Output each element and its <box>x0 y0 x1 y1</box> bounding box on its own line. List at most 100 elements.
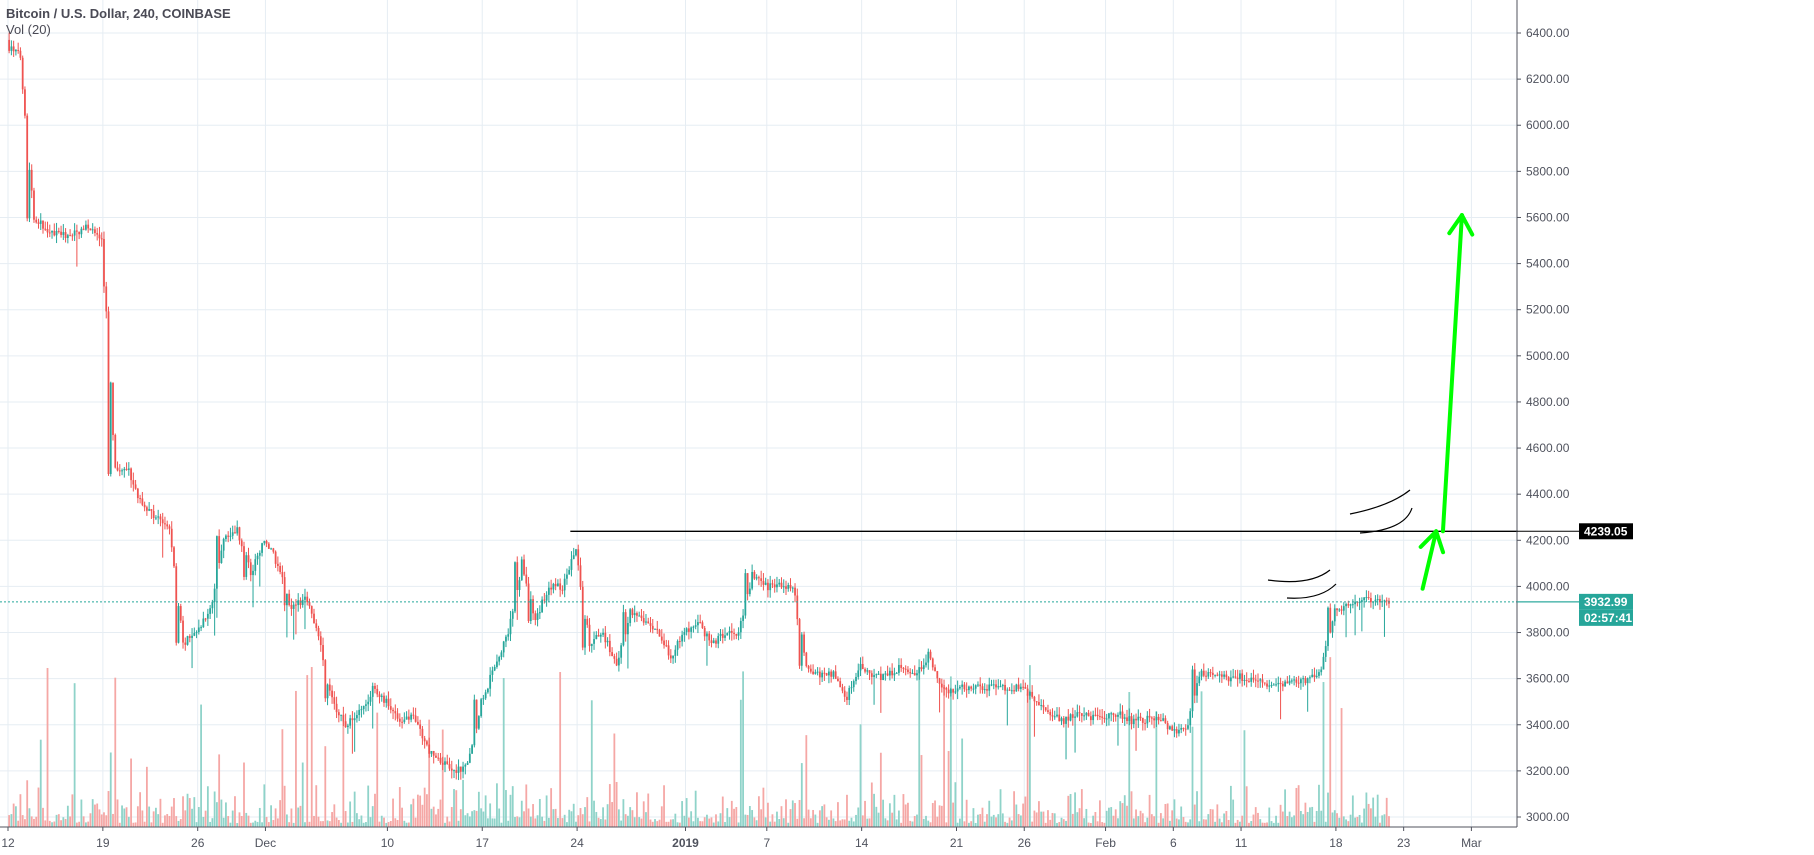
volume-bar <box>349 801 352 827</box>
candle-body <box>1358 602 1361 604</box>
volume-bar <box>812 809 814 827</box>
volume-bar <box>1297 785 1300 827</box>
volume-bar <box>1175 818 1178 827</box>
trend-arrow <box>1440 213 1464 534</box>
volume-bar <box>1051 812 1054 827</box>
candle-body <box>15 50 17 52</box>
candle-body <box>968 686 970 691</box>
candle-body <box>785 586 787 589</box>
volume-bar <box>489 803 492 827</box>
volume-bar <box>33 818 35 827</box>
volume-bar <box>328 821 331 827</box>
volume-bar <box>1241 815 1244 827</box>
price-tick-label: 4400.00 <box>1526 487 1570 501</box>
candle-body <box>258 552 261 556</box>
candle-body <box>1383 600 1386 602</box>
candle-body <box>1153 718 1156 721</box>
candle-body <box>771 583 774 585</box>
volume-bar <box>1132 818 1135 827</box>
candle-body <box>834 671 837 679</box>
volume-bar <box>505 790 507 827</box>
volume-bar <box>24 819 26 827</box>
candle-body <box>304 596 306 600</box>
candle-body <box>1313 674 1316 678</box>
candle-body <box>780 582 783 588</box>
volume-bar <box>73 683 76 827</box>
volume-bar <box>389 820 392 827</box>
volume-bar <box>1299 811 1302 827</box>
candle-body <box>1248 681 1250 683</box>
volume-bar <box>687 817 690 827</box>
candle-body <box>1329 607 1332 633</box>
candle-body <box>100 238 103 240</box>
candle-body <box>629 609 632 623</box>
volume-bar <box>213 791 216 827</box>
volume-bar <box>450 807 453 827</box>
volume-bar <box>26 780 29 827</box>
volume-bar <box>1119 801 1122 827</box>
time-axis[interactable]: 12 19 26 Dec 10 17 24 2019 7 14 21 26 Feb 6 11 18 23 Mar <box>0 826 1517 850</box>
volume-bar <box>828 819 830 827</box>
candle-body <box>412 714 415 716</box>
volume-bar <box>986 814 988 827</box>
volume-bar <box>882 799 885 827</box>
volume-bar <box>1164 804 1167 827</box>
volume-bar <box>286 814 288 827</box>
candle-body <box>1076 712 1079 717</box>
candle-body <box>879 673 882 681</box>
candle-body <box>543 599 546 601</box>
volume-bar <box>1214 821 1216 827</box>
volume-bar <box>1022 803 1025 827</box>
candle-body <box>1110 713 1113 715</box>
candle-body <box>175 566 178 643</box>
candle-body <box>554 583 557 587</box>
candle-body <box>1035 701 1038 703</box>
candle-body <box>538 612 541 614</box>
time-tick-label: 2019 <box>672 836 699 850</box>
volume-bar <box>491 818 494 827</box>
volume-bar <box>48 820 51 827</box>
volume-bar <box>701 821 704 827</box>
candle-body <box>949 689 952 694</box>
candle-body <box>516 562 519 591</box>
candle-body <box>823 672 826 674</box>
volume-bar <box>276 818 279 827</box>
volume-bar <box>866 818 869 827</box>
volume-bar <box>423 787 426 827</box>
candle-body <box>1309 677 1311 679</box>
volume-bar <box>1159 813 1162 827</box>
candle-body <box>529 599 532 622</box>
volume-bar <box>139 792 142 827</box>
candle-body <box>1126 717 1128 722</box>
candle-body <box>89 228 92 231</box>
volume-bar <box>1182 817 1185 827</box>
volume-bar <box>403 820 406 827</box>
candle-body <box>599 634 602 637</box>
candle-body <box>1078 712 1081 714</box>
candle-body <box>315 623 318 628</box>
volume-bar <box>1311 806 1314 827</box>
candle-body <box>1135 718 1137 721</box>
volume-bar <box>132 822 135 827</box>
candle-body <box>509 618 512 635</box>
candle-body <box>586 618 589 625</box>
volume-bar <box>762 787 765 827</box>
trend-arrow <box>1420 529 1439 591</box>
volume-bar <box>724 822 726 827</box>
volume-bar <box>909 820 912 827</box>
volume-bar <box>290 808 293 827</box>
candle-body <box>1288 680 1291 684</box>
candle-body <box>943 687 945 689</box>
volume-bar <box>990 816 993 827</box>
volume-bar <box>96 803 99 827</box>
candle-body <box>1227 677 1230 682</box>
candle-body <box>493 666 496 671</box>
candle-body <box>557 583 559 587</box>
candle-body <box>308 602 311 607</box>
candle-body <box>1365 597 1368 599</box>
volume-bar <box>651 821 654 827</box>
price-axis[interactable]: 6400.00 6200.00 6000.00 5800.00 5600.00 5400.… <box>1516 0 1814 855</box>
volume-bar <box>642 801 645 827</box>
volume-bar <box>547 817 550 827</box>
